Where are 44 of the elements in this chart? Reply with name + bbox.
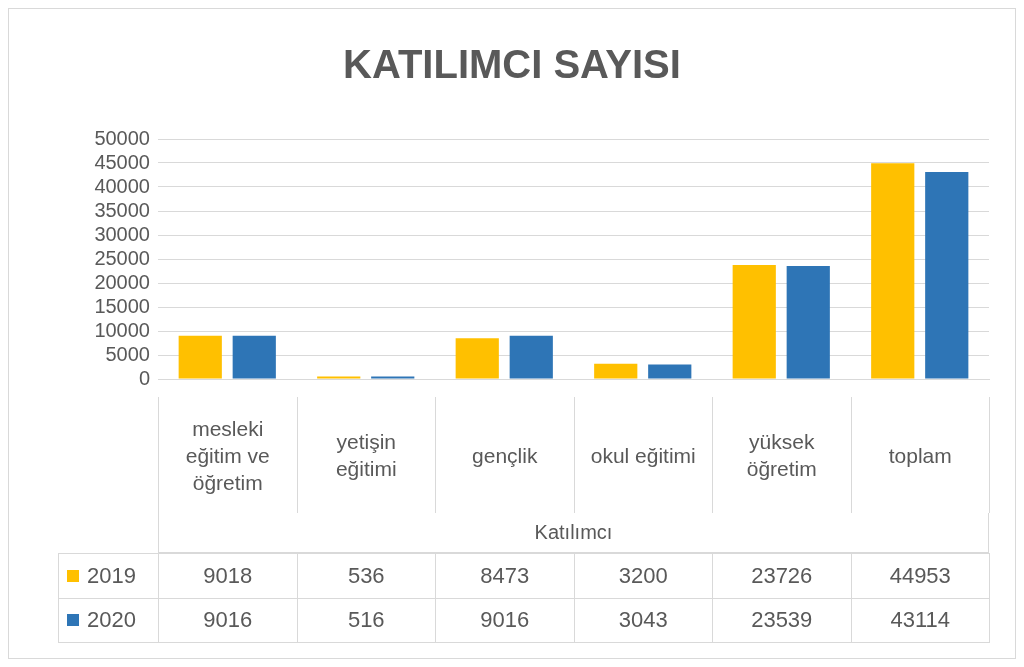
y-tick-label: 50000 [94, 126, 150, 149]
data-label: 9018 [159, 554, 298, 599]
y-tick-label: 15000 [94, 294, 150, 317]
bar [232, 335, 276, 379]
x-tick-label: gençlik [436, 397, 575, 513]
data-label: 3043 [574, 598, 713, 643]
bar [455, 338, 499, 379]
bar [786, 266, 830, 379]
bar [871, 163, 915, 379]
legend-label: 2019 [87, 563, 136, 589]
data-label: 3200 [574, 554, 713, 599]
data-label: 43114 [851, 598, 990, 643]
data-label: 23539 [713, 598, 852, 643]
y-tick-label: 25000 [94, 246, 150, 269]
y-tick-label: 40000 [94, 174, 150, 197]
bar [648, 364, 692, 379]
data-label: 23726 [713, 554, 852, 599]
bar [594, 363, 638, 379]
legend-label: 2020 [87, 607, 136, 633]
bar [509, 335, 553, 379]
y-tick-label: 30000 [94, 222, 150, 245]
data-label: 9016 [436, 598, 575, 643]
y-tick-label: 45000 [94, 150, 150, 173]
data-label: 536 [297, 554, 436, 599]
data-label: 44953 [851, 554, 990, 599]
data-label: 516 [297, 598, 436, 643]
x-tick-label: yetişin eğitimi [297, 397, 436, 513]
y-tick-label: 35000 [94, 198, 150, 221]
data-label: 8473 [436, 554, 575, 599]
x-tick-label: toplam [851, 397, 990, 513]
bar [732, 265, 776, 379]
data-label: 9016 [159, 598, 298, 643]
x-tick-label: okul eğitimi [574, 397, 713, 513]
bar [925, 172, 969, 379]
chart-title: KATILIMCI SAYISI [342, 40, 682, 88]
y-tick-label: 5000 [105, 342, 150, 365]
y-tick-label: 0 [138, 366, 150, 389]
bar [178, 335, 222, 379]
x-tick-label: mesleki eğitim ve öğretim [159, 397, 298, 513]
x-axis-title: Katılımcı [158, 513, 989, 553]
y-tick-label: 10000 [94, 318, 150, 341]
bar [317, 376, 361, 379]
y-tick-label: 20000 [94, 270, 150, 293]
x-tick-label: yüksek öğretim [713, 397, 852, 513]
